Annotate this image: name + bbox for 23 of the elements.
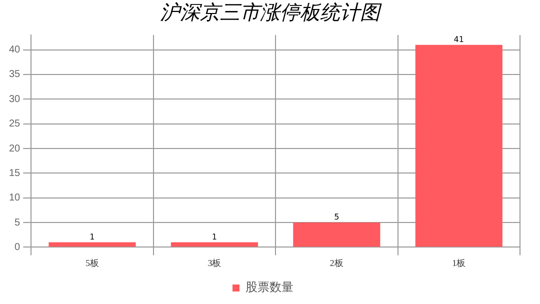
- x-tick-label: 1板: [452, 258, 466, 268]
- y-tick-label: 20: [9, 143, 21, 154]
- data-label: 41: [454, 34, 464, 44]
- bar: [293, 222, 380, 247]
- y-tick-label: 40: [9, 44, 21, 56]
- data-label: 1: [212, 232, 217, 242]
- bar: [48, 242, 136, 247]
- y-tick-label: 25: [9, 118, 21, 130]
- x-tick-label: 2板: [330, 258, 344, 268]
- data-label: 5: [334, 212, 340, 222]
- y-tick-label: 35: [9, 69, 21, 80]
- y-tick-label: 5: [14, 217, 21, 228]
- x-tick-label: 5板: [85, 258, 99, 268]
- bar: [170, 242, 258, 247]
- y-tick-label: 15: [9, 168, 21, 179]
- legend-label: 股票数量: [246, 280, 294, 294]
- y-tick-label: 30: [9, 94, 21, 105]
- chart-title: 沪深京三市涨停板统计图: [159, 1, 383, 26]
- y-tick-label: 10: [9, 192, 21, 204]
- x-tick-label: 3板: [208, 258, 222, 268]
- data-label: 1: [90, 232, 95, 242]
- y-tick-label: 0: [14, 242, 21, 253]
- bar: [415, 44, 502, 247]
